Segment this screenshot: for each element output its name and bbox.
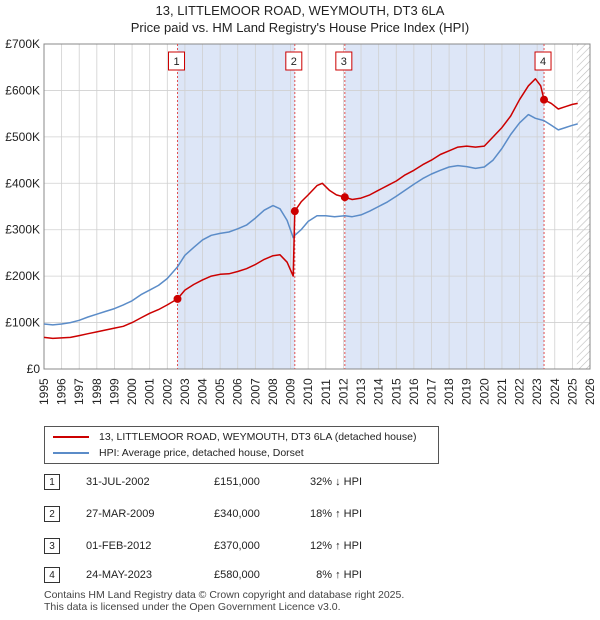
y-tick-label-300000: £300K (5, 223, 40, 237)
x-tick-label-2000: 2000 (125, 378, 139, 405)
sale-point-2 (290, 207, 299, 216)
legend-swatch-hpi (53, 452, 89, 454)
transaction-date: 31-JUL-2002 (86, 476, 150, 488)
x-tick-label-2010: 2010 (301, 378, 315, 405)
plot-frame (43, 43, 591, 370)
sale-marker-label-4: 4 (540, 56, 546, 68)
x-tick-label-2011: 2011 (319, 379, 333, 405)
transaction-date: 01-FEB-2012 (86, 540, 152, 552)
transaction-row-3: 3 01-FEB-2012 £370,000 12% ↑ HPI (44, 538, 444, 554)
y-tick-label-100000: £100K (5, 316, 40, 330)
y-tick-label-400000: £400K (5, 176, 40, 190)
x-tick-label-2018: 2018 (442, 378, 456, 405)
sale-marker-box-2 (285, 51, 303, 71)
x-tick-label-2023: 2023 (530, 378, 544, 405)
transaction-date: 24-MAY-2023 (86, 569, 153, 581)
shaded-period-1 (177, 44, 295, 369)
x-tick-label-2017: 2017 (424, 378, 438, 405)
transaction-hpi: 32% ↓ HPI (310, 476, 362, 488)
transaction-date: 27-MAR-2009 (86, 508, 155, 520)
x-tick-label-2003: 2003 (178, 378, 192, 405)
x-tick-label-2013: 2013 (354, 378, 368, 405)
legend-item-hpi: HPI: Average price, detached house, Dors… (53, 446, 304, 460)
sale-point-3 (340, 193, 349, 202)
footer: Contains HM Land Registry data © Crown c… (44, 589, 404, 613)
forecast-hatch (576, 44, 590, 369)
footer-licence: This data is licensed under the Open Gov… (44, 601, 341, 613)
x-tick-label-2012: 2012 (336, 378, 350, 405)
x-tick-label-2004: 2004 (196, 378, 210, 405)
sale-point-1 (173, 294, 182, 303)
x-tick-label-1998: 1998 (90, 378, 104, 405)
transaction-num: 3 (44, 538, 60, 554)
x-tick-label-2001: 2001 (143, 378, 157, 405)
legend-label-hpi: HPI: Average price, detached house, Dors… (99, 447, 304, 459)
sale-marker-box-1 (168, 51, 186, 71)
transaction-row-2: 2 27-MAR-2009 £340,000 18% ↑ HPI (44, 506, 444, 522)
x-tick-label-2002: 2002 (160, 378, 174, 405)
transaction-num: 4 (44, 567, 60, 583)
transaction-price: £340,000 (214, 508, 260, 520)
transaction-num: 2 (44, 506, 60, 522)
legend-swatch-property (53, 436, 89, 438)
transaction-num: 1 (44, 474, 60, 490)
chart-title-line1: 13, LITTLEMOOR ROAD, WEYMOUTH, DT3 6LA (155, 3, 445, 18)
sale-marker-label-3: 3 (341, 56, 347, 68)
legend-label-property: 13, LITTLEMOOR ROAD, WEYMOUTH, DT3 6LA (… (99, 431, 417, 443)
transaction-hpi: 12% ↑ HPI (310, 540, 362, 552)
price-chart: 1995 1996 1997 1998 1999 2000 2001 2002 2003 2004… (5, 37, 597, 405)
x-tick-label-2022: 2022 (513, 378, 527, 405)
shaded-period-2 (344, 44, 545, 369)
y-tick-label-600000: £600K (5, 83, 40, 97)
y-tick-label-700000: £700K (5, 37, 40, 51)
x-tick-label-1996: 1996 (55, 378, 69, 405)
x-tick-label-2025: 2025 (565, 378, 579, 405)
x-tick-label-2024: 2024 (548, 378, 562, 405)
y-tick-label-200000: £200K (5, 269, 40, 283)
transaction-row-1: 1 31-JUL-2002 £151,000 32% ↓ HPI (44, 474, 444, 490)
x-tick-label-2015: 2015 (389, 378, 403, 405)
x-tick-label-2009: 2009 (284, 378, 298, 405)
x-tick-label-2019: 2019 (460, 378, 474, 405)
sale-marker-label-1: 1 (173, 56, 179, 68)
x-tick-label-2005: 2005 (213, 378, 227, 405)
sale-marker-box-3 (335, 51, 353, 71)
x-tick-label-2014: 2014 (372, 378, 386, 405)
x-tick-label-2016: 2016 (407, 378, 421, 405)
sale-point-4 (540, 95, 549, 104)
transaction-price: £151,000 (214, 476, 260, 488)
transaction-hpi: 8% ↑ HPI (316, 569, 362, 581)
x-tick-label-1995: 1995 (37, 378, 51, 405)
transaction-row-4: 4 24-MAY-2023 £580,000 8% ↑ HPI (44, 567, 444, 583)
x-tick-label-2021: 2021 (495, 378, 509, 405)
x-tick-label-1997: 1997 (72, 378, 86, 405)
hpi-line (43, 113, 578, 326)
x-tick-label-2008: 2008 (266, 378, 280, 405)
transaction-hpi: 18% ↑ HPI (310, 508, 362, 520)
footer-copyright: Contains HM Land Registry data © Crown c… (44, 589, 405, 601)
x-tick-label-2026: 2026 (583, 378, 597, 405)
y-tick-label-0: £0 (27, 362, 41, 376)
chart-title-line2: Price paid vs. HM Land Registry's House … (130, 20, 470, 35)
x-tick-label-2007: 2007 (248, 378, 262, 405)
x-tick-label-2020: 2020 (477, 378, 491, 405)
x-tick-label-1999: 1999 (107, 378, 121, 405)
legend-item-property: 13, LITTLEMOOR ROAD, WEYMOUTH, DT3 6LA (… (53, 430, 416, 444)
transaction-price: £580,000 (214, 569, 260, 581)
sale-marker-box-4 (534, 51, 552, 71)
transaction-price: £370,000 (214, 540, 260, 552)
legend: 13, LITTLEMOOR ROAD, WEYMOUTH, DT3 6LA (… (44, 426, 439, 464)
y-tick-label-500000: £500K (5, 130, 40, 144)
property-price-line (43, 78, 578, 340)
x-tick-label-2006: 2006 (231, 378, 245, 405)
sale-marker-label-2: 2 (291, 56, 297, 68)
